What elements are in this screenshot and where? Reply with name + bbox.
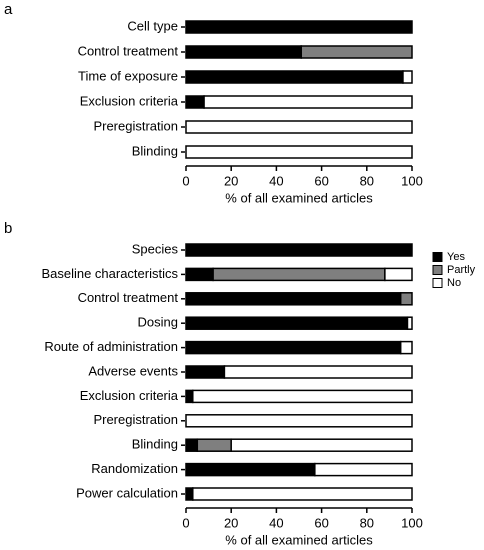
- bar-segment: [196, 438, 232, 452]
- category-label: Species: [132, 241, 179, 256]
- bar-segment: [185, 70, 404, 84]
- category-label: Blinding: [132, 437, 178, 452]
- bar-segment: [185, 462, 316, 477]
- x-tick-label: 100: [401, 515, 423, 530]
- bar-segment: [402, 70, 413, 84]
- bar-segment: [185, 389, 194, 404]
- category-label: Time of exposure: [78, 68, 178, 83]
- bar-segment: [185, 340, 402, 355]
- x-axis-label: % of all examined articles: [225, 190, 373, 205]
- x-tick-label: 40: [269, 515, 283, 530]
- x-tick-label: 100: [401, 173, 423, 188]
- category-label: Baseline characteristics: [41, 266, 178, 281]
- bar-segment: [384, 267, 413, 282]
- bar-segment: [185, 20, 413, 34]
- bar-segment: [223, 365, 413, 379]
- category-label: Preregistration: [93, 412, 178, 427]
- bar-segment: [185, 120, 413, 134]
- x-tick-label: 0: [182, 515, 189, 530]
- x-tick-label: 60: [314, 515, 328, 530]
- bar-segment: [203, 95, 413, 109]
- legend-swatch: [432, 252, 443, 262]
- x-tick-label: 0: [182, 173, 189, 188]
- x-tick-label: 20: [224, 173, 238, 188]
- x-tick-label: 80: [360, 515, 374, 530]
- legend-swatch: [432, 278, 443, 288]
- legend-label: No: [447, 277, 461, 289]
- bar-segment: [185, 292, 402, 306]
- category-label: Cell type: [127, 18, 178, 33]
- bar-segment: [212, 267, 386, 282]
- bar-segment: [230, 438, 413, 452]
- x-tick-label: 40: [269, 173, 283, 188]
- category-label: Control treatment: [78, 43, 179, 58]
- bar-segment: [185, 45, 303, 59]
- bar-segment: [185, 487, 194, 501]
- x-tick-label: 80: [360, 173, 374, 188]
- bar-segment: [192, 389, 413, 404]
- x-tick-label: 20: [224, 515, 238, 530]
- bar-segment: [314, 462, 413, 477]
- bar-segment: [399, 292, 413, 306]
- bar-segment: [406, 316, 413, 330]
- category-label: Power calculation: [76, 485, 178, 500]
- bar-segment: [185, 267, 214, 282]
- category-label: Preregistration: [93, 118, 178, 133]
- bar-segment: [399, 340, 413, 355]
- category-label: Exclusion criteria: [80, 93, 179, 108]
- legend-swatch: [432, 265, 443, 275]
- bar-segment: [185, 316, 409, 330]
- category-label: Randomization: [91, 461, 178, 476]
- bar-segment: [185, 365, 226, 379]
- panel-label: b: [4, 220, 12, 237]
- bar-segment: [185, 243, 413, 257]
- category-label: Exclusion criteria: [80, 388, 179, 403]
- category-label: Control treatment: [78, 290, 179, 305]
- bar-segment: [300, 45, 413, 59]
- bar-segment: [185, 145, 413, 159]
- category-label: Adverse events: [88, 363, 178, 378]
- category-label: Blinding: [132, 143, 178, 158]
- category-label: Route of administration: [44, 339, 178, 354]
- panel-label: a: [4, 1, 13, 18]
- x-tick-label: 60: [314, 173, 328, 188]
- bar-segment: [185, 438, 199, 452]
- bar-segment: [185, 414, 413, 428]
- category-label: Dosing: [138, 315, 178, 330]
- bar-segment: [192, 487, 413, 501]
- legend-label: Yes: [447, 251, 465, 263]
- bar-segment: [185, 95, 205, 109]
- x-axis-label: % of all examined articles: [225, 532, 373, 547]
- legend-label: Partly: [447, 264, 476, 276]
